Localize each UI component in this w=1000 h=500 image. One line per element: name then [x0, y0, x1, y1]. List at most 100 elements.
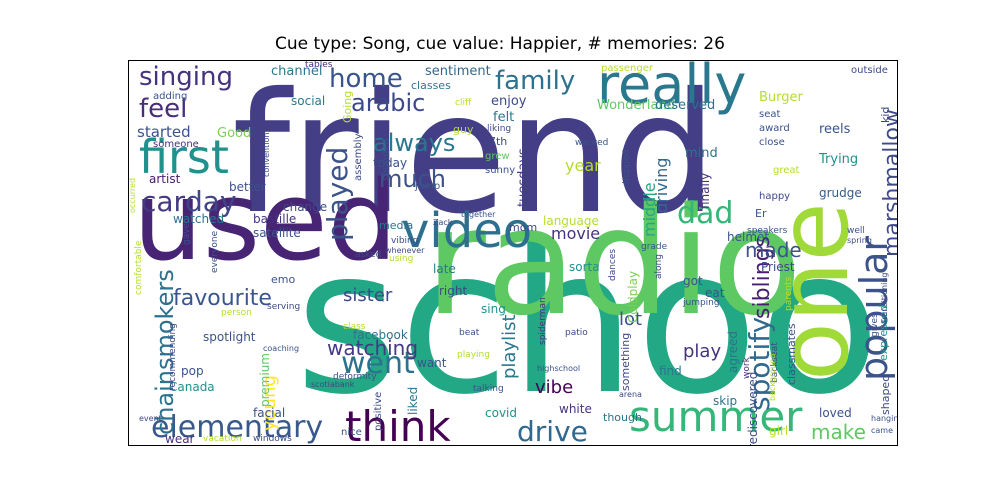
word-classes: classes [411, 79, 451, 92]
word-family: family [495, 66, 575, 96]
word-dropped: dropped [622, 150, 632, 187]
word-watching: watching [327, 336, 418, 360]
word-spiderman: spiderman [538, 297, 548, 345]
word-passenger: passenger [601, 63, 654, 74]
word-sentiment: sentiment [425, 64, 491, 79]
word-chainsmokers: chainsmokers [151, 269, 179, 435]
word-sing: sing [481, 302, 506, 316]
word-someone: someone [153, 139, 199, 150]
word-home: home [329, 64, 403, 94]
word-dad: dad [677, 196, 733, 231]
word-liked: liked [406, 387, 420, 415]
word-scotiabank: scotiabank [311, 380, 355, 389]
word-loved: loved [819, 406, 852, 420]
word-singing: singing [139, 62, 233, 92]
word-convention: convention [262, 133, 271, 177]
word-award: award [759, 123, 790, 134]
word-used: used [133, 157, 398, 285]
word-agreed: agreed [726, 331, 740, 373]
word-playing: playing [457, 350, 490, 360]
word-think: think [345, 402, 451, 445]
word-speakers: speakers [747, 226, 788, 236]
word-felt: felt [493, 110, 514, 125]
word-trying: Trying [818, 152, 858, 167]
word-person: person [221, 308, 252, 318]
word-grudge: grudge [819, 186, 862, 200]
word-mom: mom [509, 221, 537, 234]
word-satellite: satellite [253, 226, 301, 240]
word-together: together [461, 210, 496, 219]
word-right: right [439, 284, 467, 298]
word-white: white [559, 402, 592, 416]
word-positive: positive [373, 392, 384, 431]
word-finally: finally [698, 173, 712, 209]
chart-title: Cue type: Song, cue value: Happier, # me… [275, 34, 725, 54]
word-girl: girl [769, 424, 788, 438]
word-rediscovered: rediscovered [746, 372, 760, 445]
word-media: media [379, 219, 413, 232]
word-watched: watched [173, 212, 224, 226]
word-social: social [291, 94, 325, 108]
word-artist: artist [149, 172, 181, 186]
word-parents: parents [784, 276, 794, 311]
word-video: video [401, 203, 532, 259]
word-serving: serving [267, 302, 300, 312]
word-backseat: backseat [770, 342, 780, 383]
word-make: make [811, 420, 866, 444]
word-zack: Zack [433, 218, 453, 227]
word-kid: kid [879, 107, 892, 123]
word-emo: emo [271, 273, 295, 286]
word-wear: wear [165, 432, 195, 445]
word-jump: jump [414, 181, 440, 192]
word-drive: drive [517, 415, 588, 445]
word-outside: outside [851, 65, 888, 76]
word-spotify: spotify [743, 317, 776, 411]
word-mind: mind [685, 146, 718, 161]
word-always: always [373, 129, 455, 157]
word-made: made [745, 238, 802, 262]
word-first: first [139, 130, 229, 184]
word-really: really [597, 61, 746, 116]
word-covid: covid [485, 406, 517, 420]
word-great: great [773, 165, 800, 176]
word-asked: asked [355, 250, 381, 260]
word-transitioning: transitioning [880, 273, 889, 323]
word-elementary: elementary [151, 410, 323, 445]
word-facebook: facebook [353, 328, 408, 342]
word-spring: spring [847, 236, 872, 245]
word-deformity: deformity [333, 372, 377, 382]
word-canada: Canada [169, 380, 215, 394]
word-facial: facial [253, 406, 285, 420]
word-whenever: whenever [385, 246, 425, 255]
word-priest: Priest [761, 260, 795, 274]
word-well: well [847, 226, 865, 236]
word-late: late [433, 262, 456, 276]
word-seat: seat [759, 109, 780, 120]
word-7th: 7th [489, 135, 507, 148]
word-vacation: vacation [203, 434, 242, 444]
word-close: close [759, 137, 785, 148]
word-reels: reels [819, 122, 851, 137]
word-car: car [141, 185, 186, 218]
word-favourite: favourite [173, 286, 272, 311]
word-classmates: classmates [785, 323, 798, 385]
word-lot: lot [619, 309, 642, 330]
word-sunny: sunny [485, 165, 515, 176]
word-movie: movie [551, 224, 600, 243]
word-want: want [417, 356, 447, 370]
word-enjoy: enjoy [491, 94, 527, 109]
word-wanted: wanted [575, 138, 608, 148]
word-better: better [229, 180, 266, 194]
word-grew: grew [485, 151, 510, 162]
word-change: change [283, 200, 327, 214]
word-going: Going [341, 91, 354, 123]
word-wonderland: Wonderland [597, 98, 675, 113]
word-jumping: jumping [682, 298, 720, 308]
word-burger: Burger [759, 90, 804, 105]
word-summer: summer [629, 392, 803, 441]
word-coldplay: Coldplay [626, 271, 640, 323]
word-gives: gives [870, 313, 880, 337]
word-occurred: occurred [129, 178, 137, 213]
word-tuesdays: tuesdays [516, 148, 531, 207]
